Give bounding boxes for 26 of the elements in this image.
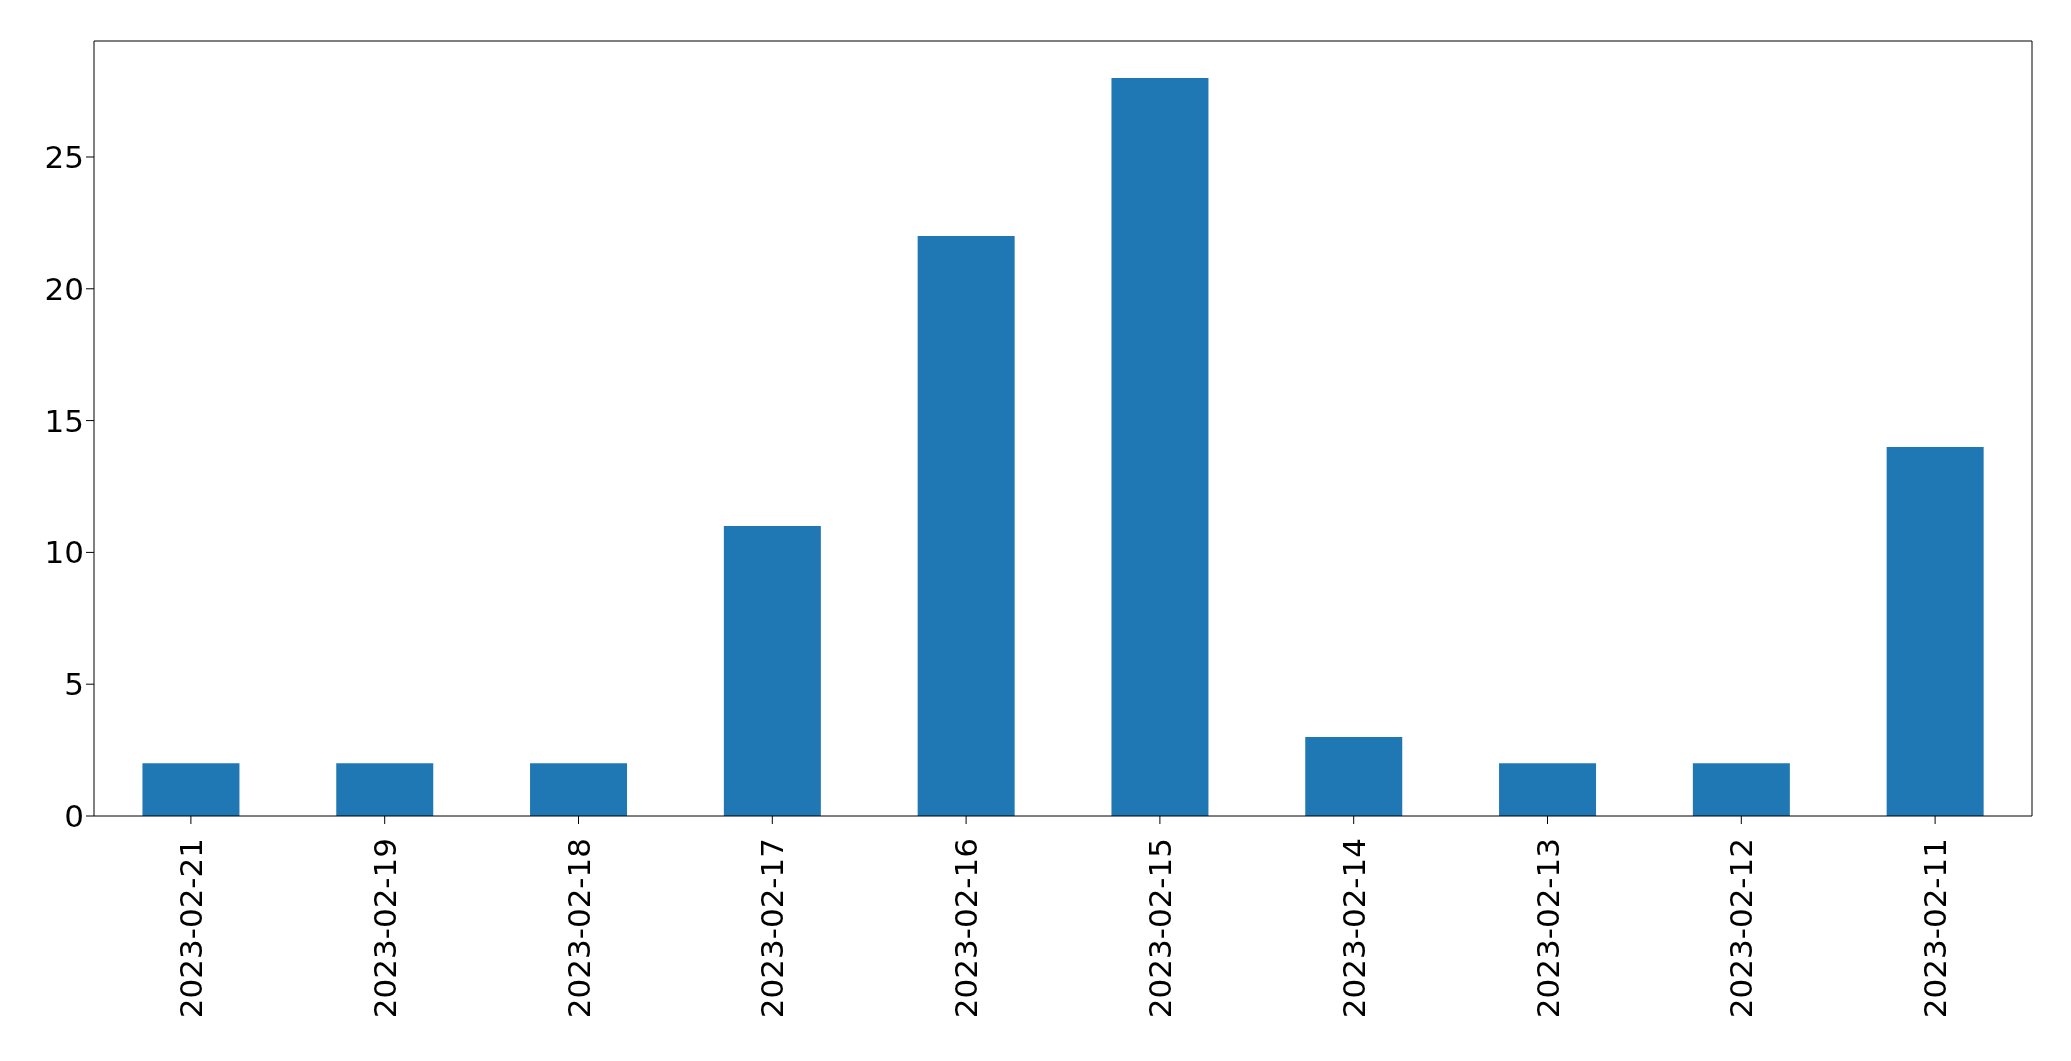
- bar: [1305, 736, 1403, 816]
- x-tick-label: 2023-02-18: [560, 838, 597, 1019]
- bar: [723, 526, 821, 816]
- y-tick-label: 20: [44, 270, 84, 307]
- x-tick-label: 2023-02-17: [754, 838, 791, 1019]
- x-tick-label: 2023-02-11: [1917, 838, 1954, 1019]
- y-tick-label: 25: [44, 138, 84, 175]
- x-tick-label: 2023-02-15: [1141, 838, 1178, 1019]
- bar: [917, 236, 1015, 816]
- bar: [336, 763, 434, 816]
- bar: [1886, 446, 1984, 816]
- x-tick-label: 2023-02-12: [1723, 838, 1760, 1019]
- y-tick-label: 15: [44, 402, 84, 439]
- x-tick-label: 2023-02-14: [1335, 838, 1372, 1019]
- y-tick-label: 10: [44, 534, 84, 571]
- bar: [1499, 763, 1597, 816]
- y-tick-label: 0: [64, 798, 84, 835]
- x-tick-label: 2023-02-19: [366, 838, 403, 1019]
- bar: [530, 763, 628, 816]
- bar: [142, 763, 240, 816]
- y-tick-label: 5: [64, 666, 84, 703]
- x-tick-label: 2023-02-21: [172, 838, 209, 1019]
- x-tick-label: 2023-02-13: [1529, 838, 1566, 1019]
- bar: [1692, 763, 1790, 816]
- bar: [1111, 77, 1209, 816]
- x-tick-label: 2023-02-16: [948, 838, 985, 1019]
